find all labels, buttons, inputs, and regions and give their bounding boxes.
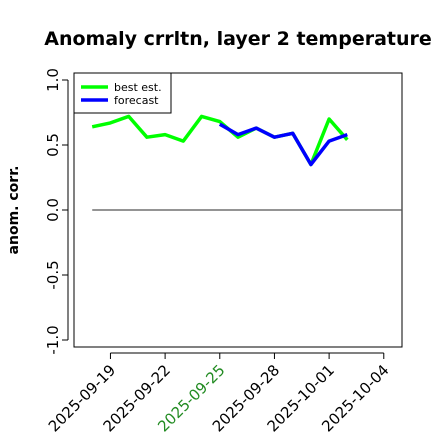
y-tick-label: -0.5 (44, 260, 62, 289)
y-axis-label: anom. corr. (6, 166, 22, 255)
y-tick-label: 0.5 (44, 133, 62, 157)
series-line-best-est (91, 114, 349, 167)
y-tick-label: 1.0 (44, 68, 62, 92)
legend-label: forecast (114, 94, 159, 107)
y-axis: -1.0 -0.5 0.0 0.5 1.0 (44, 68, 69, 355)
x-axis: 2025-09-192025-09-222025-09-252025-09-28… (45, 352, 393, 435)
y-tick-label: -1.0 (44, 325, 62, 354)
legend-label: best est. (114, 81, 162, 94)
y-tick-label: 0.0 (44, 198, 62, 222)
chart-title: Anomaly crrltn, layer 2 temperature (44, 28, 432, 50)
legend-box (73, 72, 172, 114)
series-line-forecast (218, 122, 348, 167)
series-layer (91, 114, 402, 211)
legend: best est.forecast (73, 72, 172, 114)
